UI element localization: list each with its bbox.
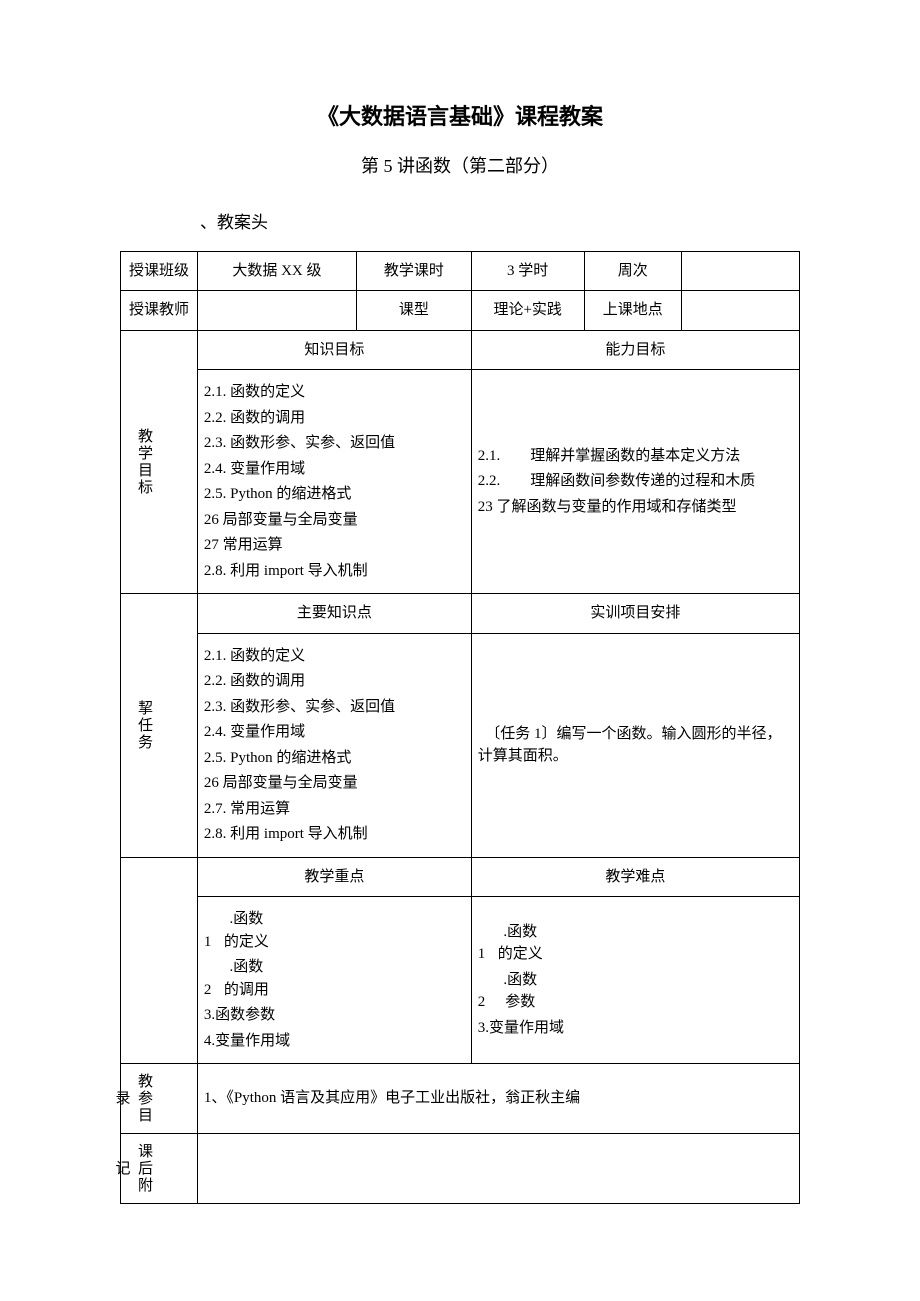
table-row: 挈任务 主要知识点 实训项目安排 (121, 594, 800, 634)
table-row: 授课教师 课型 理论+实践 上课地点 (121, 291, 800, 331)
tasks-training: 〔任务 1〕编写一个函数。输入圆形的半径，计算其面积。 (471, 633, 799, 857)
class-label: 授课班级 (121, 251, 198, 291)
section-label: 、教案头 (200, 210, 800, 236)
week-label: 周次 (584, 251, 681, 291)
week-value (682, 251, 800, 291)
type-label: 课型 (356, 291, 471, 331)
tasks-knowledge-header: 主要知识点 (197, 594, 471, 634)
hours-label: 教学课时 (356, 251, 471, 291)
knowledge-goals: 2.1. 函数的定义 2.2. 函数的调用 2.3. 函数形参、实参、返回值 2… (197, 370, 471, 594)
knowledge-goal-header: 知识目标 (197, 330, 471, 370)
table-row: 教学目标 知识目标 能力目标 (121, 330, 800, 370)
hours-value: 3 学时 (471, 251, 584, 291)
notes-text (197, 1134, 799, 1204)
ability-goal-header: 能力目标 (471, 330, 799, 370)
table-row: 课后附记 (121, 1134, 800, 1204)
refs-row-label: 教参目录 (121, 1064, 198, 1134)
table-row: 授课班级 大数据 XX 级 教学课时 3 学时 周次 (121, 251, 800, 291)
tasks-knowledge: 2.1. 函数的定义 2.2. 函数的调用 2.3. 函数形参、实参、返回值 2… (197, 633, 471, 857)
table-row: 教学重点 教学难点 (121, 857, 800, 897)
location-label: 上课地点 (584, 291, 681, 331)
hard-points: 1.函数的定义 2.函数参数 3.变量作用域 (471, 897, 799, 1064)
page-title: 《大数据语言基础》课程教案 (120, 100, 800, 133)
notes-row-label: 课后附记 (121, 1134, 198, 1204)
table-row: 1.函数的定义 2.函数的调用 3.函数参数 4.变量作用域 1.函数的定义 2… (121, 897, 800, 1064)
table-row: 2.1. 函数的定义 2.2. 函数的调用 2.3. 函数形参、实参、返回值 2… (121, 370, 800, 594)
goals-row-label: 教学目标 (121, 330, 198, 594)
table-row: 教参目录 1、《Python 语言及其应用》电子工业出版社，翁正秋主编 (121, 1064, 800, 1134)
lesson-plan-table: 授课班级 大数据 XX 级 教学课时 3 学时 周次 授课教师 课型 理论+实践… (120, 251, 800, 1205)
refs-text: 1、《Python 语言及其应用》电子工业出版社，翁正秋主编 (197, 1064, 799, 1134)
teacher-value (197, 291, 356, 331)
key-points-header: 教学重点 (197, 857, 471, 897)
focus-row-label (121, 857, 198, 1064)
tasks-row-label: 挈任务 (121, 594, 198, 858)
table-row: 2.1. 函数的定义 2.2. 函数的调用 2.3. 函数形参、实参、返回值 2… (121, 633, 800, 857)
hard-points-header: 教学难点 (471, 857, 799, 897)
type-value: 理论+实践 (471, 291, 584, 331)
page-subtitle: 第 5 讲函数（第二部分） (120, 153, 800, 180)
key-points: 1.函数的定义 2.函数的调用 3.函数参数 4.变量作用域 (197, 897, 471, 1064)
teacher-label: 授课教师 (121, 291, 198, 331)
ability-goals: 2.1. 理解并掌握函数的基本定义方法 2.2. 理解函数间参数传递的过程和木质… (471, 370, 799, 594)
class-value: 大数据 XX 级 (197, 251, 356, 291)
location-value (682, 291, 800, 331)
tasks-training-header: 实训项目安排 (471, 594, 799, 634)
